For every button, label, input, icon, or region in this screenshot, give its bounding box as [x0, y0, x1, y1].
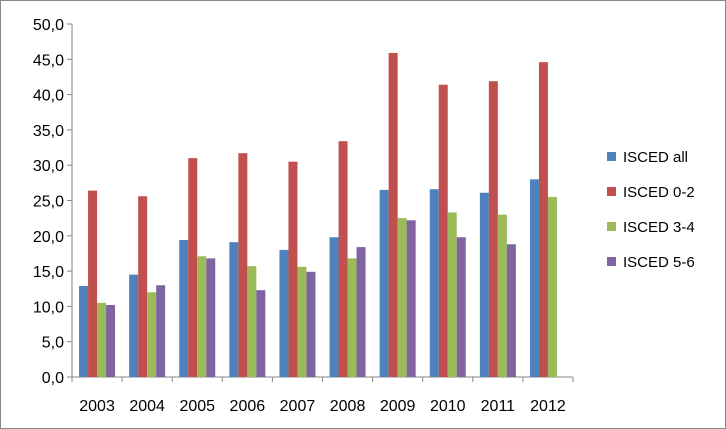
- bar: [447, 212, 457, 377]
- legend-swatch: [607, 257, 616, 266]
- bar: [379, 189, 389, 377]
- x-tick-label: 2004: [129, 398, 165, 415]
- bar: [197, 256, 207, 377]
- bar: [206, 258, 216, 377]
- bar: [156, 285, 166, 377]
- y-tick-label: 45,0: [33, 52, 64, 69]
- x-tick-label: 2009: [380, 398, 416, 415]
- legend-swatch: [607, 222, 616, 231]
- x-tick-label: 2005: [179, 398, 215, 415]
- bar: [79, 285, 89, 377]
- bar: [547, 196, 557, 377]
- bar: [338, 141, 348, 377]
- bar: [347, 258, 357, 377]
- x-tick-label: 2003: [79, 398, 115, 415]
- bar: [138, 196, 148, 377]
- y-tick-label: 30,0: [33, 158, 64, 175]
- x-tick-label: 2010: [430, 398, 466, 415]
- legend-label: ISCED 3-4: [623, 219, 695, 236]
- legend-swatch: [607, 187, 616, 196]
- bar: [429, 189, 439, 377]
- bar: [188, 158, 198, 377]
- x-tick-label: 2007: [280, 398, 316, 415]
- bar: [388, 52, 398, 378]
- bar: [129, 274, 139, 377]
- y-tick-label: 35,0: [33, 123, 64, 140]
- bar: [88, 190, 98, 377]
- bar: [406, 220, 416, 377]
- bar: [497, 214, 507, 377]
- y-tick-label: 10,0: [33, 299, 64, 316]
- bar: [247, 266, 257, 377]
- bar: [356, 247, 366, 377]
- x-tick-label: 2012: [530, 398, 566, 415]
- bar: [479, 192, 489, 377]
- x-tick-label: 2011: [481, 398, 516, 415]
- bar: [179, 240, 189, 377]
- bar: [106, 304, 116, 377]
- y-tick-label: 50,0: [33, 17, 64, 34]
- bar: [506, 244, 516, 377]
- bar: [256, 290, 266, 377]
- bar: [297, 266, 307, 377]
- bar: [288, 161, 298, 377]
- bar: [456, 237, 466, 377]
- legend-label: ISCED 0-2: [623, 184, 695, 201]
- y-tick-label: 5,0: [42, 335, 64, 352]
- bar: [438, 84, 448, 377]
- y-tick-label: 20,0: [33, 229, 64, 246]
- y-tick-label: 40,0: [33, 88, 64, 105]
- bar: [488, 81, 498, 377]
- x-tick-label: 2006: [230, 398, 266, 415]
- y-tick-label: 15,0: [33, 264, 64, 281]
- bar: [229, 242, 239, 377]
- legend-label: ISCED all: [623, 149, 688, 166]
- bar: [538, 62, 548, 378]
- bar: [279, 249, 289, 377]
- y-tick-label: 25,0: [33, 194, 64, 211]
- bar: [397, 218, 407, 377]
- bar: [147, 292, 157, 377]
- bar: [306, 271, 316, 377]
- bar: [238, 153, 248, 377]
- bar: [97, 302, 107, 377]
- x-tick-label: 2008: [330, 398, 366, 415]
- legend-label: ISCED 5-6: [623, 254, 695, 271]
- legend-swatch: [607, 152, 616, 161]
- bar: [329, 237, 339, 377]
- y-tick-label: 0,0: [42, 370, 64, 387]
- bar: [529, 179, 539, 377]
